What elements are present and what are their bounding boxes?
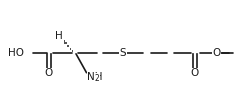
Text: S: S: [120, 48, 126, 58]
Text: O: O: [45, 68, 53, 78]
Text: NH: NH: [87, 72, 103, 82]
Text: HO: HO: [8, 48, 24, 58]
Text: H: H: [55, 31, 63, 41]
Text: O: O: [212, 48, 220, 58]
Text: 2: 2: [94, 74, 99, 83]
Text: O: O: [191, 68, 199, 78]
